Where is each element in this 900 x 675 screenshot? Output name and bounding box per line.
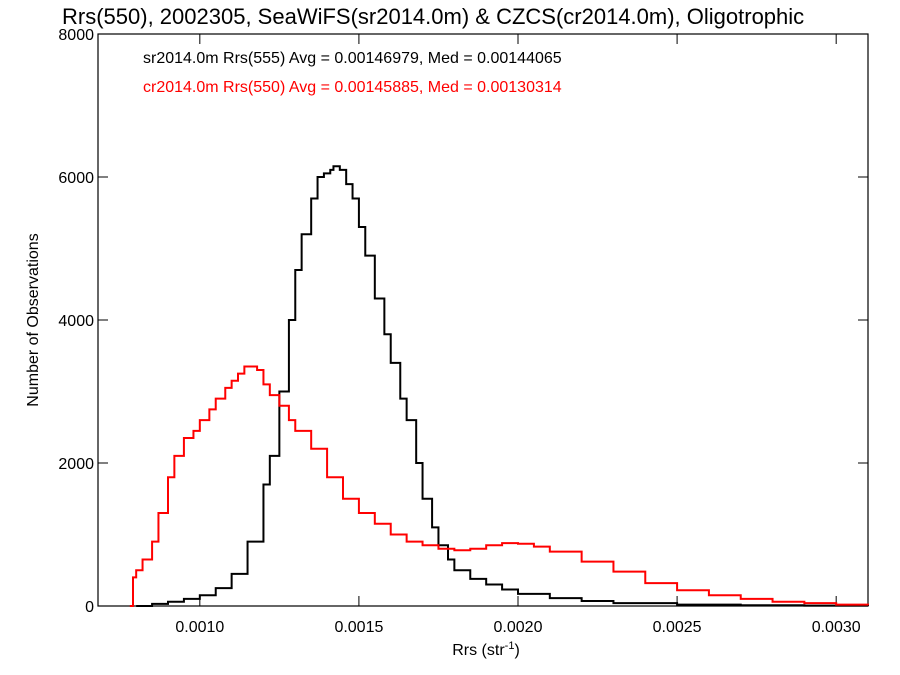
x-axis-label: Rrs (str-1) [452, 640, 520, 659]
series-line-1 [129, 365, 869, 607]
x-tick-label: 0.0025 [653, 619, 702, 636]
series-line-0 [136, 165, 869, 607]
series-layer [129, 165, 869, 607]
x-tick-label: 0.0020 [494, 619, 543, 636]
y-tick-label: 8000 [58, 27, 94, 44]
x-tick-label: 0.0015 [334, 619, 383, 636]
y-axis-label: Number of Observations [25, 233, 42, 406]
y-tick-label: 2000 [58, 456, 94, 473]
legend-entry-1: cr2014.0m Rrs(550) Avg = 0.00145885, Med… [143, 79, 562, 96]
x-tick-label: 0.0030 [812, 619, 861, 636]
x-axis-ticks: 0.0010 0.0015 0.0020 0.0025 0.0030 [175, 34, 861, 636]
y-tick-label: 6000 [58, 170, 94, 187]
y-axis-ticks: 0 2000 4000 6000 8000 [58, 27, 868, 616]
plot-area-frame [97, 33, 869, 607]
legend-entry-0: sr2014.0m Rrs(555) Avg = 0.00146979, Med… [143, 50, 562, 67]
x-tick-label: 0.0010 [175, 619, 224, 636]
legend: sr2014.0m Rrs(555) Avg = 0.00146979, Med… [143, 50, 562, 96]
y-tick-label: 0 [85, 599, 94, 616]
y-tick-label: 4000 [58, 313, 94, 330]
chart-title: Rrs(550), 2002305, SeaWiFS(sr2014.0m) & … [62, 4, 804, 29]
